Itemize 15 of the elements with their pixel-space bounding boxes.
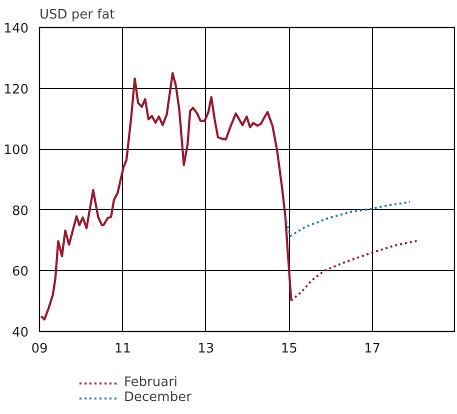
y-tick-label: 40 bbox=[12, 326, 29, 340]
x-tick-label: 13 bbox=[198, 342, 214, 356]
y-tick-label: 100 bbox=[4, 143, 29, 158]
x-tick-label: 11 bbox=[114, 342, 131, 356]
y-tick-label: 140 bbox=[4, 22, 29, 36]
legend-label: Februari bbox=[124, 375, 178, 390]
y-tick-label: 120 bbox=[4, 82, 29, 98]
y-tick-label: 60 bbox=[12, 264, 29, 280]
x-tick-label: 15 bbox=[280, 342, 298, 356]
legend-label: December bbox=[124, 390, 192, 405]
x-tick-label: 17 bbox=[364, 342, 381, 356]
chart-title: USD per fat bbox=[40, 8, 115, 22]
x-tick-label: 09 bbox=[31, 342, 48, 356]
line-series bbox=[284, 200, 412, 238]
y-tick-label: 80 bbox=[12, 204, 29, 219]
